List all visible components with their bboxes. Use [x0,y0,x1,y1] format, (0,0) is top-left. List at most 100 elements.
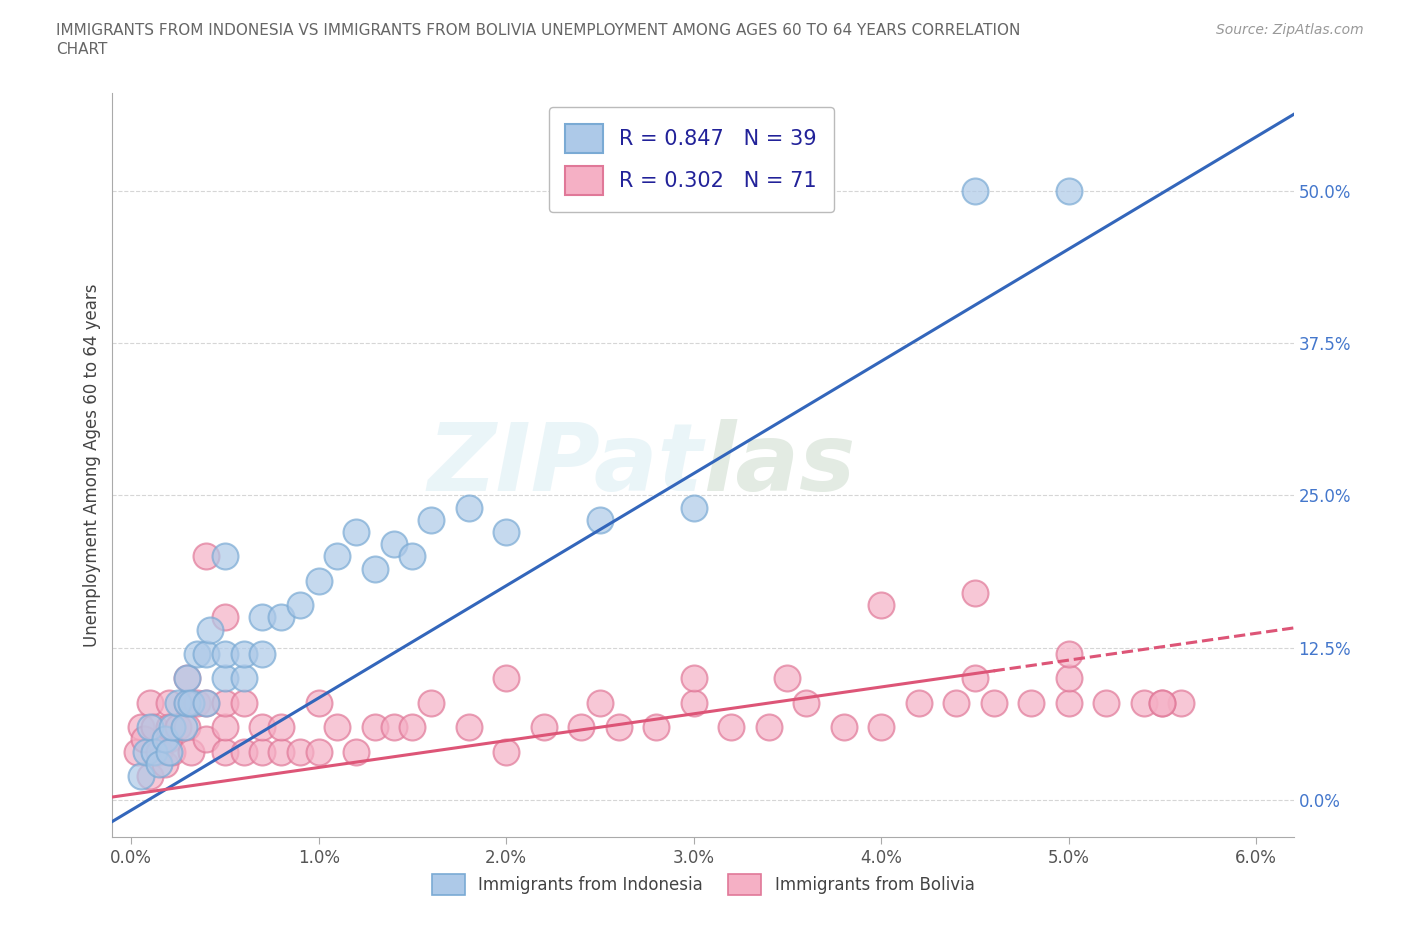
Point [195,646,218,661]
Point [125,744,148,759]
Point [682,500,704,515]
Point [214,646,236,661]
Point [252,610,274,625]
Point [252,744,274,759]
Point [270,720,292,735]
Point [344,525,367,539]
Point [195,732,218,747]
Point [420,696,443,711]
Point [907,696,929,711]
Point [129,768,152,783]
Point [153,732,176,747]
Point [569,720,592,735]
Point [832,720,855,735]
Point [129,720,152,735]
Point [214,610,236,625]
Point [364,720,387,735]
Point [794,696,817,711]
Point [720,720,742,735]
Point [252,720,274,735]
Point [364,561,387,576]
Point [180,744,202,759]
Legend: Immigrants from Indonesia, Immigrants from Bolivia: Immigrants from Indonesia, Immigrants fr… [423,866,983,903]
Point [142,720,165,735]
Point [270,610,292,625]
Text: las: las [703,419,855,511]
Point [401,720,423,735]
Point [176,671,198,686]
Text: ZIPat: ZIPat [427,419,703,511]
Point [176,696,198,711]
Point [288,744,311,759]
Point [420,512,443,527]
Point [173,720,195,735]
Point [148,744,170,759]
Point [1152,696,1174,711]
Point [326,720,349,735]
Point [645,720,668,735]
Point [1057,671,1080,686]
Point [870,720,893,735]
Point [157,720,180,735]
Point [214,671,236,686]
Point [214,696,236,711]
Point [153,756,176,771]
Point [682,671,704,686]
Point [232,744,254,759]
Text: Source: ZipAtlas.com: Source: ZipAtlas.com [1216,23,1364,37]
Point [142,744,165,759]
Point [139,768,162,783]
Point [195,696,218,711]
Point [167,696,190,711]
Point [139,696,162,711]
Point [157,696,180,711]
Point [401,549,423,564]
Point [162,720,184,735]
Point [186,646,208,661]
Point [326,549,349,564]
Point [533,720,555,735]
Point [198,622,221,637]
Point [308,574,330,589]
Text: CHART: CHART [56,42,108,57]
Point [983,696,1005,711]
Point [758,720,780,735]
Point [135,744,157,759]
Point [139,720,162,735]
Point [776,671,799,686]
Point [1057,183,1080,198]
Point [963,183,986,198]
Point [1057,696,1080,711]
Point [232,696,254,711]
Point [157,744,180,759]
Point [180,696,202,711]
Y-axis label: Unemployment Among Ages 60 to 64 years: Unemployment Among Ages 60 to 64 years [83,284,101,646]
Point [457,720,479,735]
Point [1057,646,1080,661]
Point [195,549,218,564]
Point [308,744,330,759]
Point [495,671,517,686]
Point [382,537,405,551]
Point [1152,696,1174,711]
Point [167,720,190,735]
Point [252,646,274,661]
Point [176,720,198,735]
Point [1132,696,1154,711]
Text: IMMIGRANTS FROM INDONESIA VS IMMIGRANTS FROM BOLIVIA UNEMPLOYMENT AMONG AGES 60 : IMMIGRANTS FROM INDONESIA VS IMMIGRANTS … [56,23,1021,38]
Point [945,696,967,711]
Point [214,744,236,759]
Point [607,720,630,735]
Point [963,671,986,686]
Point [270,744,292,759]
Point [148,756,170,771]
Point [682,696,704,711]
Point [344,744,367,759]
Point [457,500,479,515]
Point [186,696,208,711]
Point [157,732,180,747]
Point [232,671,254,686]
Point [1019,696,1042,711]
Point [589,512,612,527]
Point [589,696,612,711]
